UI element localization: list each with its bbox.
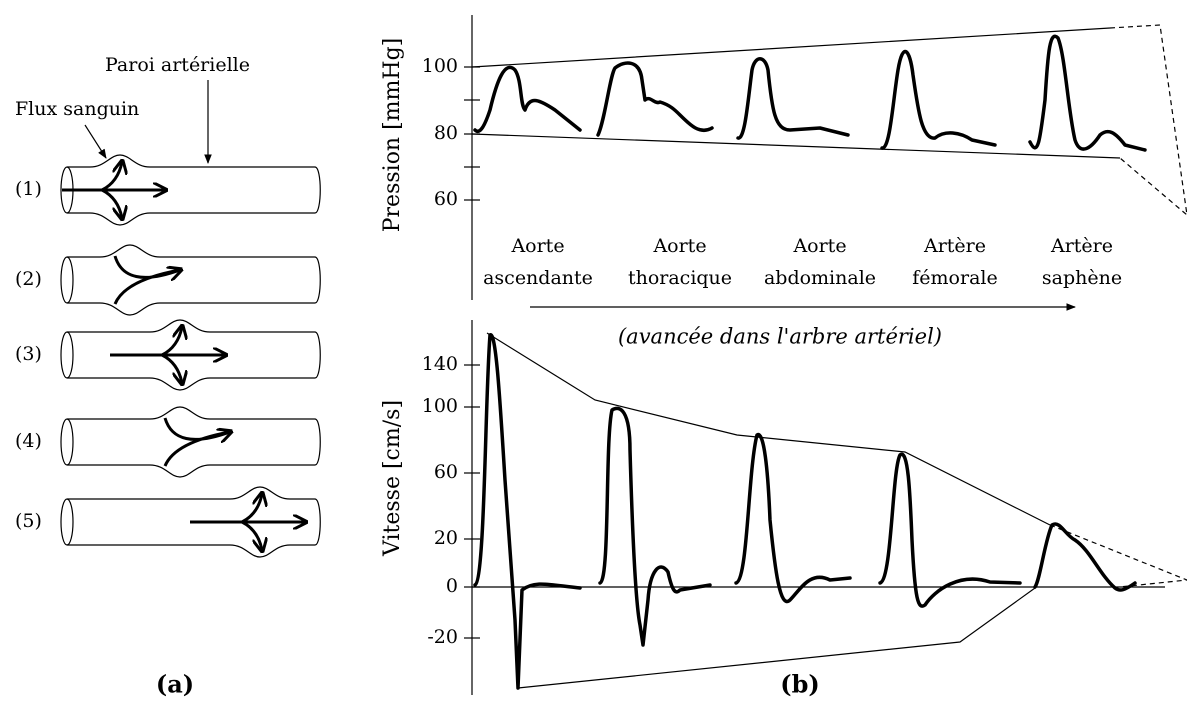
tube-end [60,498,74,546]
flow-label: Flux sanguin [15,98,139,120]
flow-arrow [101,188,122,218]
flow-arrow [163,430,231,467]
tick-label: -20 [427,626,458,648]
site-label: Artère [923,235,986,257]
tube-end [60,418,74,466]
panel-a: (1) (2) (3) (4) (5) [15,154,321,558]
tick-label: 140 [422,353,458,375]
wall-label: Paroi artérielle [105,54,250,76]
site-label: ascendante [483,267,593,289]
tick-label: 20 [434,527,458,549]
axis-title: Vitesse [cm/s] [380,400,405,557]
tick-label: 0 [446,575,458,597]
tick-label: 60 [434,188,458,210]
tube-label: (1) [15,178,42,200]
flow-arrow [101,162,122,192]
site-label: Aorte [792,235,846,257]
tube-label: (3) [15,343,42,365]
pressure-waves [473,34,1147,152]
flow-arrow [113,268,181,305]
tube-wall [67,244,321,316]
tube-end [60,256,74,304]
site-label: thoracique [628,267,732,289]
flow-arrow [161,327,182,357]
site-label: fémorale [912,267,997,289]
flow-arrow [241,494,262,524]
tube-label: (4) [15,430,42,452]
tube-wall [67,319,321,391]
tube-wall [67,406,321,478]
tube-label: (5) [15,510,42,532]
tube-end [60,331,74,379]
site-label: saphène [1042,267,1122,289]
velocity-waves [473,333,1137,690]
tube-wall [67,154,321,226]
pressure-envelope [471,24,1187,216]
panel-label: (a) [156,670,194,699]
site-label: abdominale [764,267,876,289]
tick-label: 100 [422,395,458,417]
velocity-envelope [486,332,1187,689]
site-label: Artère [1050,235,1113,257]
flow-arrow [161,353,182,383]
tube-label: (2) [15,268,42,290]
tick-label: 80 [434,122,458,144]
tube-wall [67,486,321,558]
site-label: Aorte [510,235,564,257]
tick-label: 100 [422,55,458,77]
flow-arrow [113,255,180,277]
panel-label: (b) [780,670,820,699]
direction-label: (avancée dans l'arbre artériel) [618,325,942,349]
axis-title: Pression [mmHg] [380,38,405,233]
flow-arrow [163,417,230,439]
tick-label: 60 [434,461,458,483]
flow-pointer [84,124,107,159]
site-label: Aorte [652,235,706,257]
flow-arrow [241,520,262,550]
